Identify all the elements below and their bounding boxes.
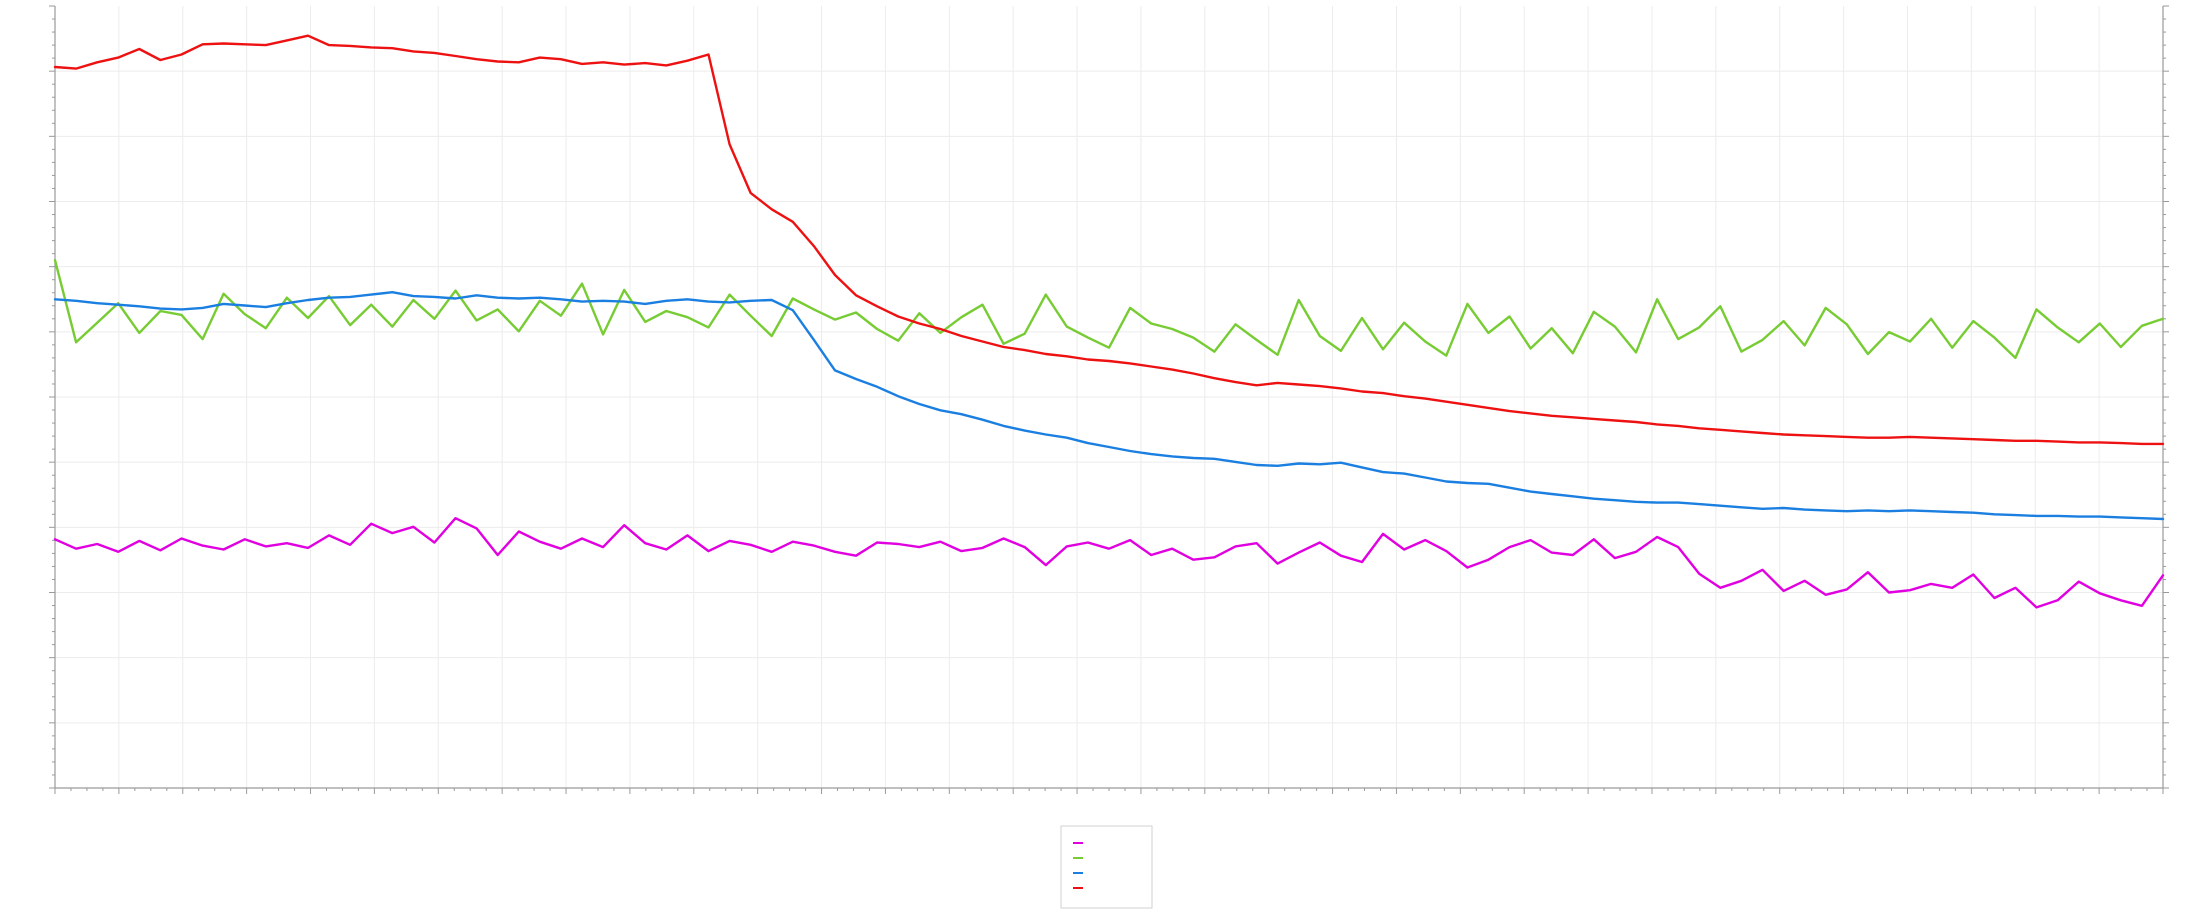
grid bbox=[55, 6, 2163, 788]
axes bbox=[49, 5, 2169, 794]
legend bbox=[1060, 825, 1153, 909]
series-line-1 bbox=[53, 517, 2165, 609]
series-line-4 bbox=[53, 34, 2165, 446]
legend-box bbox=[1060, 825, 1153, 909]
series-lines bbox=[53, 34, 2165, 609]
series-line-2 bbox=[53, 258, 2165, 360]
series-line-3 bbox=[53, 291, 2165, 521]
